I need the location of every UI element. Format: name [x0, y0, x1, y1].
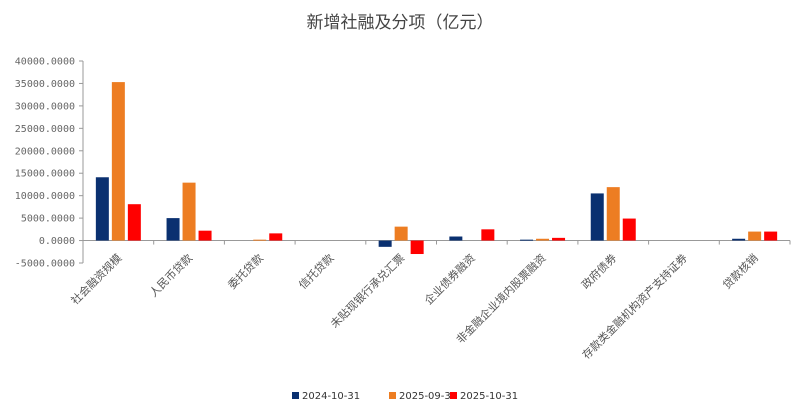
y-tick-label: 5000.0000: [21, 214, 75, 225]
y-tick-label: 25000.0000: [15, 124, 75, 135]
y-tick-label: 15000.0000: [15, 169, 75, 180]
y-tick-label: 20000.0000: [15, 146, 75, 157]
y-tick-label: 30000.0000: [15, 101, 75, 112]
bar-2025-09-30: [394, 226, 408, 241]
bar-2025-09-30: [748, 231, 762, 241]
bar-2024-10-31: [378, 240, 392, 247]
bar-2024-10-31: [590, 193, 604, 241]
bar-2025-10-31: [198, 230, 212, 241]
x-category-label: 贷款核销: [720, 251, 761, 292]
bar-2024-10-31: [520, 239, 534, 241]
y-tick-label: 0.0000: [39, 236, 75, 247]
bar-2025-10-31: [410, 240, 424, 255]
bar-2025-09-30: [253, 239, 267, 241]
chart-title: 新增社融及分项（亿元）: [306, 13, 494, 33]
bar-2025-10-31: [481, 229, 495, 241]
bar-2024-10-31: [166, 218, 180, 241]
x-category-label: 政府债券: [578, 251, 619, 292]
x-category-label: 人民币贷款: [146, 251, 195, 300]
legend-swatch: [389, 392, 396, 399]
x-category-label: 社会融资规模: [68, 251, 125, 308]
bar-2025-09-30: [182, 182, 196, 241]
bar-2025-09-30: [606, 187, 620, 241]
bar-2025-09-30: [536, 238, 550, 241]
bar-2025-10-31: [127, 204, 141, 241]
bar-2025-10-31: [552, 237, 566, 241]
bar-2024-10-31: [449, 236, 463, 241]
y-tick-label: -5000.0000: [15, 259, 75, 270]
bar-2025-10-31: [269, 233, 283, 241]
y-tick-label: 10000.0000: [15, 191, 75, 202]
legend-label: 2024-10-31: [302, 391, 360, 402]
bar-2024-10-31: [95, 177, 109, 241]
legend-swatch: [450, 392, 457, 399]
x-category-label: 信托贷款: [296, 251, 337, 292]
x-category-label: 未贴现银行承兑汇票: [327, 251, 407, 331]
y-tick-label: 35000.0000: [15, 79, 75, 90]
bar-2025-09-30: [111, 82, 125, 241]
legend-label: 2025-10-31: [460, 391, 518, 402]
bar-2025-10-31: [622, 218, 636, 241]
x-category-label: 委托贷款: [225, 251, 266, 292]
legend-swatch: [292, 392, 299, 399]
x-category-label: 企业债券融资: [421, 251, 478, 308]
y-tick-label: 40000.0000: [15, 57, 75, 68]
bar-2025-10-31: [764, 231, 778, 241]
legend-label: 2025-09-30: [399, 391, 457, 402]
bar-2024-10-31: [732, 238, 746, 241]
